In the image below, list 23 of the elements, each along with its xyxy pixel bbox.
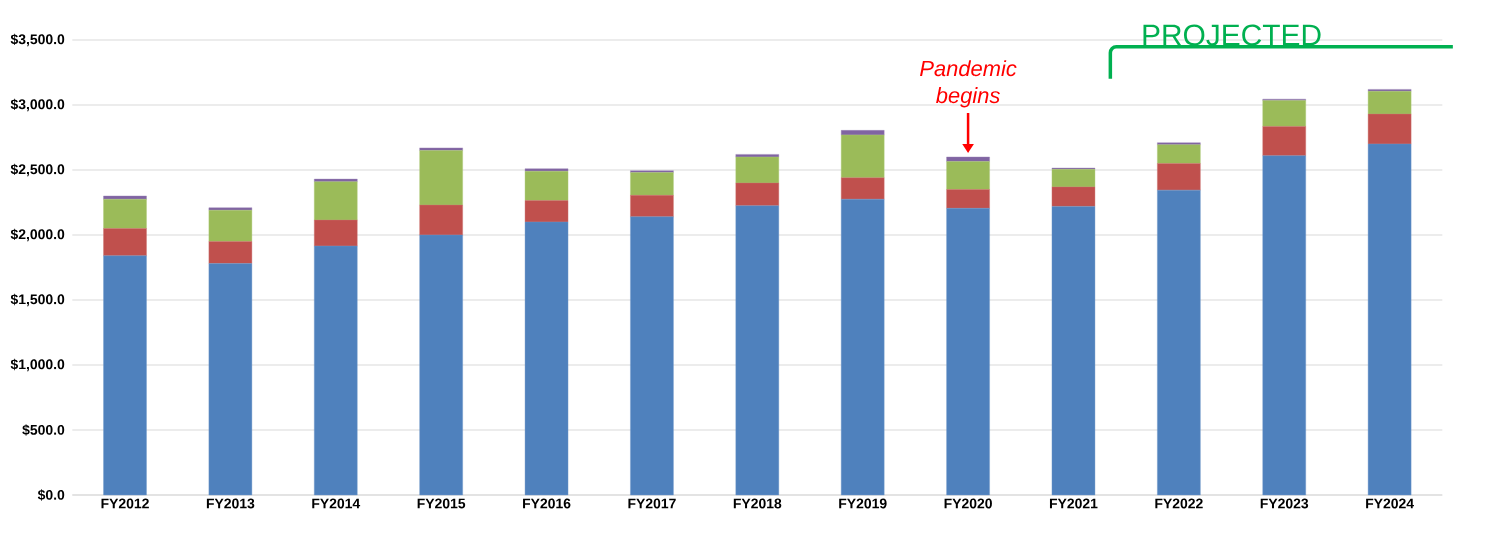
x-tick-label: FY2013 <box>206 498 255 509</box>
annotation: PROJECTED <box>1143 24 1321 46</box>
x-tick-label: FY2021 <box>1049 498 1098 509</box>
y-tick-label: $500.0 <box>22 424 65 436</box>
y-tick-label: $3,000.0 <box>10 98 65 112</box>
x-tick-label: FY2017 <box>628 498 676 509</box>
y-tick-label: $1,000.0 <box>10 358 65 372</box>
y-tick-label: $3,500.0 <box>10 33 65 47</box>
x-tick-label: FY2020 <box>944 498 992 509</box>
x-tick-label: FY2019 <box>839 498 887 509</box>
y-tick-label: $2,000.0 <box>10 228 65 242</box>
x-tick-label: FY2024 <box>1366 498 1414 509</box>
y-tick-label: $0.0 <box>37 489 65 501</box>
annotation: Pandemic begins <box>920 60 1017 108</box>
x-tick-label: FY2018 <box>733 498 782 509</box>
y-tick-label: $2,500.0 <box>10 163 65 177</box>
x-tick-label: FY2012 <box>101 498 149 509</box>
x-tick-label: FY2023 <box>1260 498 1309 509</box>
x-tick-label: FY2022 <box>1155 498 1203 509</box>
x-tick-label: FY2014 <box>312 498 361 509</box>
y-tick-label: $1,500.0 <box>10 293 65 307</box>
x-tick-label: FY2015 <box>417 498 466 509</box>
x-tick-label: FY2016 <box>523 498 571 509</box>
